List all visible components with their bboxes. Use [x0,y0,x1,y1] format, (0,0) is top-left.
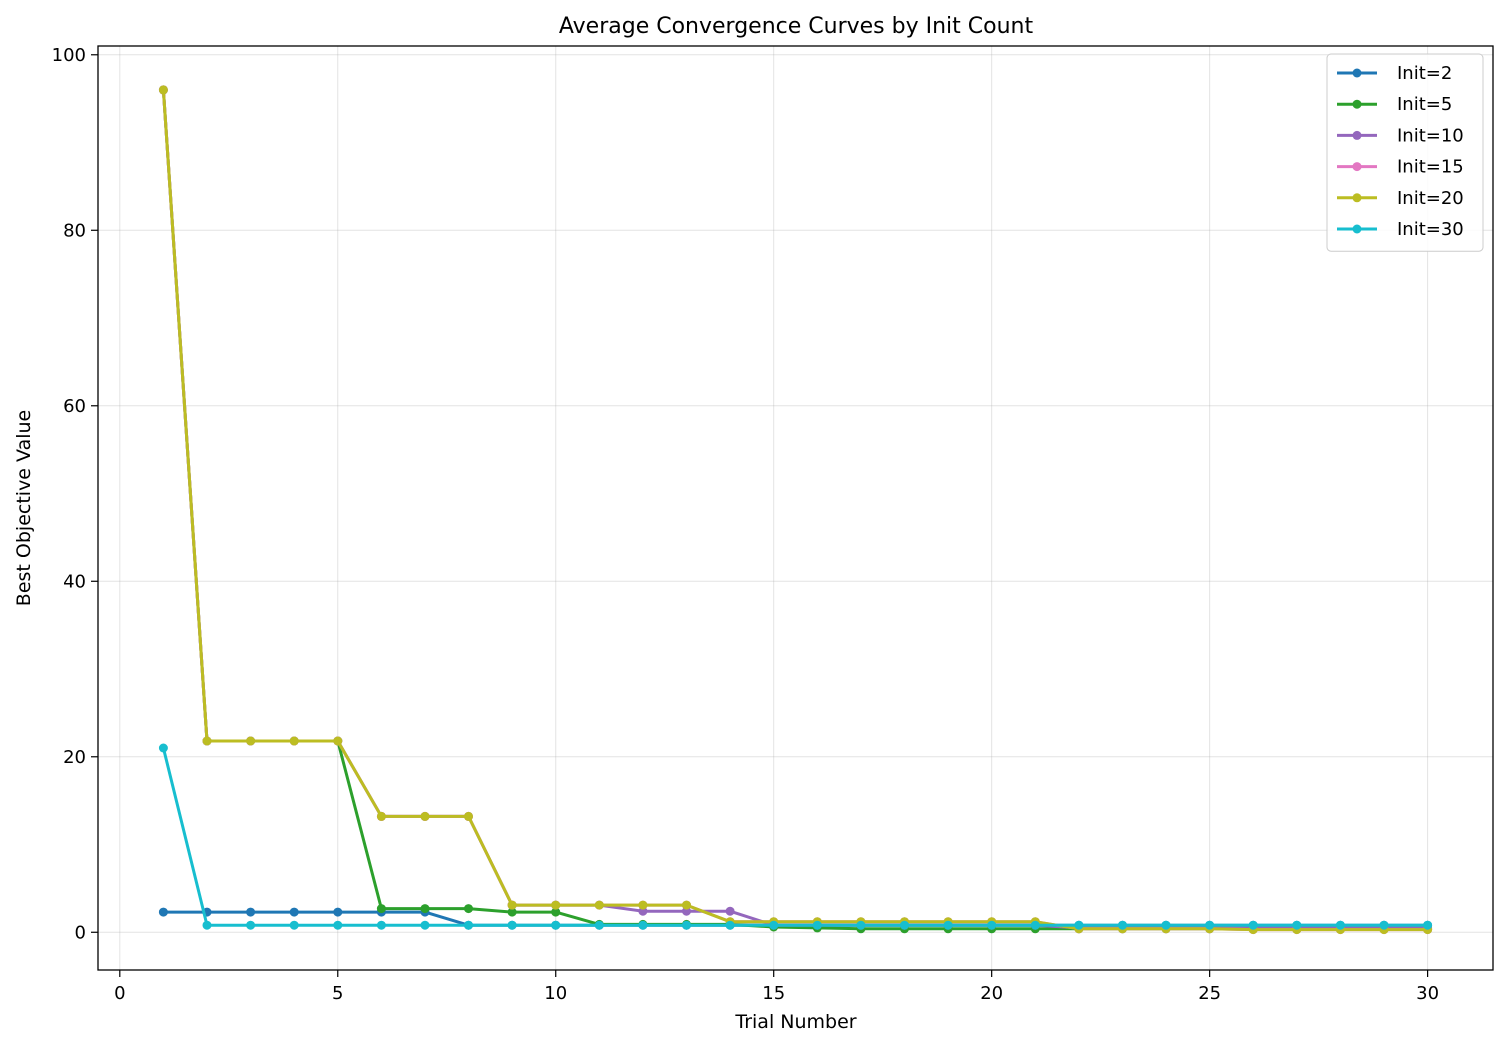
data-point [594,920,604,930]
y-tick-label: 0 [75,922,86,943]
y-axis-label: Best Objective Value [13,410,35,606]
x-tick-label: 20 [980,983,1003,1004]
data-point [1161,920,1171,930]
data-point [769,920,779,930]
data-point [551,907,561,917]
legend-swatch-marker [1352,130,1362,140]
data-point [638,920,648,930]
data-point [246,907,256,917]
data-point [333,907,343,917]
data-point [682,900,691,910]
legend-swatch-marker [1352,99,1362,109]
y-tick-label: 100 [52,45,86,66]
data-point [551,900,561,910]
legend-label: Init=20 [1397,188,1464,209]
data-point [1335,920,1345,930]
data-point [289,907,299,917]
data-point [507,907,517,917]
legend-label: Init=15 [1397,157,1464,178]
data-point [900,920,909,930]
series-line [161,89,1428,932]
data-point [420,920,430,930]
data-point [943,920,953,930]
legend-swatch-marker [1352,68,1362,78]
legend-swatch-marker [1352,224,1362,234]
legend-item: Init=2 [1337,63,1452,84]
plot-area-frame [97,45,1494,971]
x-tick-label: 5 [332,983,343,1004]
data-point [420,811,430,821]
data-point [376,920,386,930]
data-point [725,906,735,916]
y-tick-label: 80 [63,220,86,241]
legend-label: Init=30 [1397,219,1464,240]
x-tick-label: 25 [1198,983,1221,1004]
legend-item: Init=10 [1337,125,1464,146]
legend-item: Init=15 [1337,157,1464,178]
axis-ticks: 0 5 10 15 20 25 30 0 20 40 60 80 100 [52,45,1439,1004]
data-point [202,736,212,746]
data-point [202,920,212,930]
data-point [1248,920,1258,930]
grid [98,46,1493,970]
data-point [1118,920,1127,930]
x-tick-label: 30 [1416,983,1439,1004]
series-lines [158,85,1433,935]
x-tick-label: 10 [544,983,567,1004]
data-point [246,736,256,746]
data-point [333,920,343,930]
data-point [376,811,386,821]
data-point [464,920,473,930]
data-point [1292,920,1302,930]
data-point [333,736,343,746]
legend-label: Init=2 [1397,63,1452,84]
data-point [638,900,648,910]
chart-title: Average Convergence Curves by Init Count [559,14,1034,39]
legend: Init=2 Init=5 Init=10 Init=15 Init=20 Init=30 [1326,53,1484,252]
data-point [1074,920,1084,930]
y-tick-label: 40 [63,571,86,592]
legend-label: Init=10 [1397,125,1464,146]
series-line [161,747,1428,927]
data-point [158,907,168,917]
data-point [987,920,997,930]
data-point [376,904,386,914]
data-point [507,900,517,910]
y-tick-label: 20 [63,747,86,768]
y-tick-label: 60 [63,396,86,417]
data-point [1423,920,1433,930]
data-point [594,900,604,910]
data-point [507,920,517,930]
data-point [289,920,299,930]
legend-swatch-marker [1352,162,1362,172]
data-point [1379,920,1389,930]
legend-item: Init=5 [1337,94,1452,115]
data-point [812,920,822,930]
x-tick-label: 0 [114,983,125,1004]
data-point [289,736,299,746]
data-point [1205,920,1215,930]
data-point [856,920,866,930]
series-init-30 [158,743,1433,930]
data-point [551,920,561,930]
legend-item: Init=20 [1337,188,1464,209]
data-point [682,920,691,930]
data-point [725,920,735,930]
legend-swatch-marker [1352,193,1362,203]
legend-label: Init=5 [1397,94,1452,115]
data-point [246,920,256,930]
x-tick-label: 15 [762,983,785,1004]
data-point [464,811,473,821]
legend-item: Init=30 [1337,219,1464,240]
x-axis-label: Trial Number [734,1011,856,1033]
data-point [158,85,168,95]
data-point [420,904,430,914]
data-point [464,904,473,914]
data-point [1030,920,1040,930]
data-point [158,743,168,753]
